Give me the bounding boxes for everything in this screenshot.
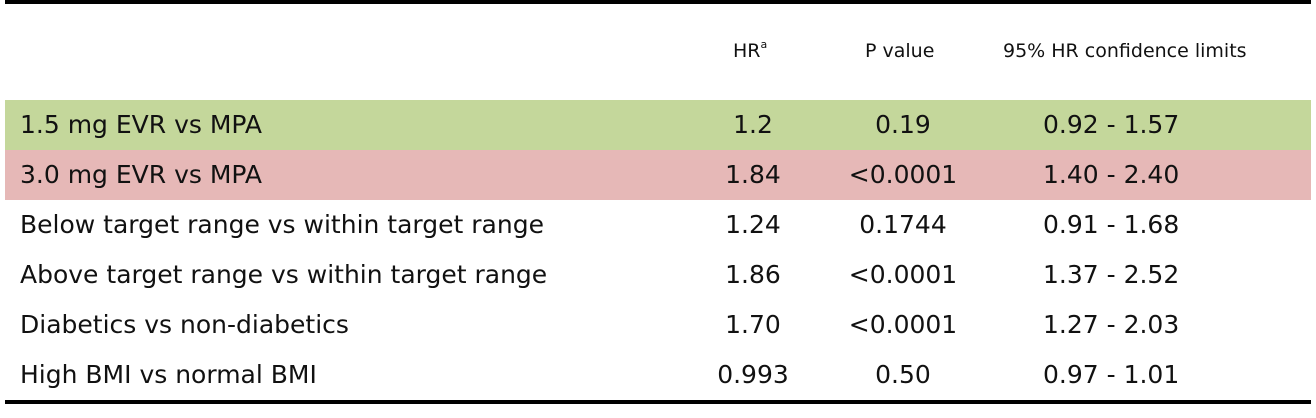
row-p-value: <0.0001 xyxy=(848,310,958,339)
row-confidence-limits: 0.97 - 1.01 xyxy=(1043,360,1180,389)
row-confidence-limits: 0.92 - 1.57 xyxy=(1043,110,1180,139)
table-row: Diabetics vs non-diabetics 1.70 <0.0001 … xyxy=(5,300,1311,350)
row-hr: 1.86 xyxy=(725,260,781,289)
row-label: 1.5 mg EVR vs MPA xyxy=(20,110,263,139)
table-row: Above target range vs within target rang… xyxy=(5,250,1311,300)
row-confidence-limits: 0.91 - 1.68 xyxy=(1043,210,1180,239)
hazard-ratio-table: HRa P value 95% HR confidence limits 1.5… xyxy=(5,0,1311,406)
row-hr: 0.993 xyxy=(717,360,789,389)
row-label: Above target range vs within target rang… xyxy=(20,260,548,289)
row-p-value: 0.1744 xyxy=(859,210,947,239)
row-label: 3.0 mg EVR vs MPA xyxy=(20,160,263,189)
row-p-value: <0.0001 xyxy=(848,160,958,189)
row-label: Diabetics vs non-diabetics xyxy=(20,310,349,339)
row-confidence-limits: 1.37 - 2.52 xyxy=(1043,260,1180,289)
row-hr: 1.2 xyxy=(733,110,773,139)
table-bottom-rule xyxy=(5,400,1311,404)
row-label: Below target range vs within target rang… xyxy=(20,210,544,239)
table-row: High BMI vs normal BMI 0.993 0.50 0.97 -… xyxy=(5,350,1311,400)
row-confidence-limits: 1.40 - 2.40 xyxy=(1043,160,1180,189)
header-hr: HRa xyxy=(733,38,768,62)
table-row: Below target range vs within target rang… xyxy=(5,200,1311,250)
table-top-rule xyxy=(5,0,1311,4)
row-confidence-limits: 1.27 - 2.03 xyxy=(1043,310,1180,339)
row-hr: 1.24 xyxy=(725,210,781,239)
header-p-value: P value xyxy=(865,40,935,62)
row-hr: 1.84 xyxy=(725,160,781,189)
row-p-value: 0.19 xyxy=(875,110,931,139)
header-confidence-limits: 95% HR confidence limits xyxy=(1003,40,1247,62)
row-p-value: 0.50 xyxy=(875,360,931,389)
table-row: 3.0 mg EVR vs MPA 1.84 <0.0001 1.40 - 2.… xyxy=(5,150,1311,200)
row-p-value: <0.0001 xyxy=(848,260,958,289)
row-label: High BMI vs normal BMI xyxy=(20,360,317,389)
table-header: HRa P value 95% HR confidence limits xyxy=(5,4,1311,100)
table-row: 1.5 mg EVR vs MPA 1.2 0.19 0.92 - 1.57 xyxy=(5,100,1311,150)
row-hr: 1.70 xyxy=(725,310,781,339)
